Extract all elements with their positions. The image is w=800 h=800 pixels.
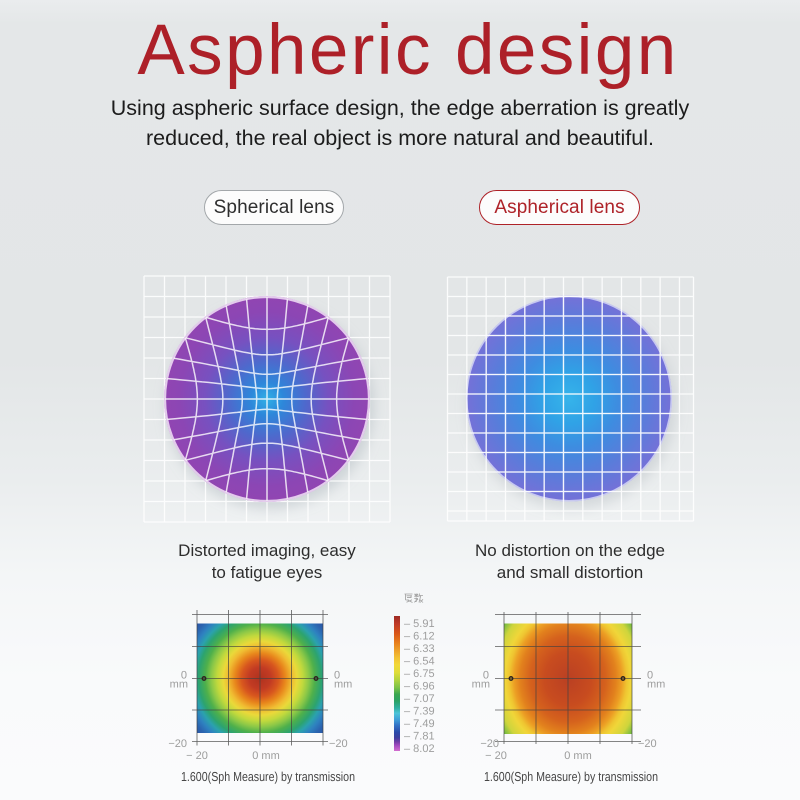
svg-text:−20: −20: [480, 738, 499, 750]
svg-text:− 20: − 20: [485, 750, 507, 762]
svg-text:0 mm: 0 mm: [564, 750, 592, 762]
svg-text:– 6.96: – 6.96: [404, 681, 435, 693]
svg-text:0: 0: [483, 670, 489, 682]
svg-text:0: 0: [647, 670, 653, 682]
svg-text:1.600(Sph Measure) by transmis: 1.600(Sph Measure) by transmission: [484, 769, 658, 784]
svg-text:– 7.39: – 7.39: [404, 706, 435, 718]
svg-text:mm: mm: [472, 679, 490, 691]
svg-text:0 mm: 0 mm: [252, 750, 280, 762]
svg-text:– 6.12: – 6.12: [404, 631, 435, 643]
svg-text:0: 0: [334, 670, 340, 682]
svg-text:– 5.91: – 5.91: [404, 618, 435, 630]
svg-text:– 7.81: – 7.81: [404, 731, 435, 743]
svg-text:−20: −20: [329, 738, 348, 750]
svg-text:−20: −20: [168, 738, 187, 750]
svg-text:− 20: − 20: [186, 750, 208, 762]
svg-text:– 8.02: – 8.02: [404, 743, 435, 755]
svg-text:mm: mm: [647, 679, 665, 691]
svg-text:1.600(Sph Measure) by transmis: 1.600(Sph Measure) by transmission: [181, 769, 355, 784]
svg-text:– 7.07: – 7.07: [404, 693, 435, 705]
svg-text:– 6.54: – 6.54: [404, 656, 435, 668]
svg-text:– 7.49: – 7.49: [404, 718, 435, 730]
svg-text:−20: −20: [638, 738, 657, 750]
svg-text:mm: mm: [170, 679, 188, 691]
svg-text:– 6.33: – 6.33: [404, 643, 435, 655]
svg-text:0: 0: [181, 670, 187, 682]
svg-text:– 6.75: – 6.75: [404, 668, 435, 680]
svg-text:mm: mm: [334, 679, 352, 691]
